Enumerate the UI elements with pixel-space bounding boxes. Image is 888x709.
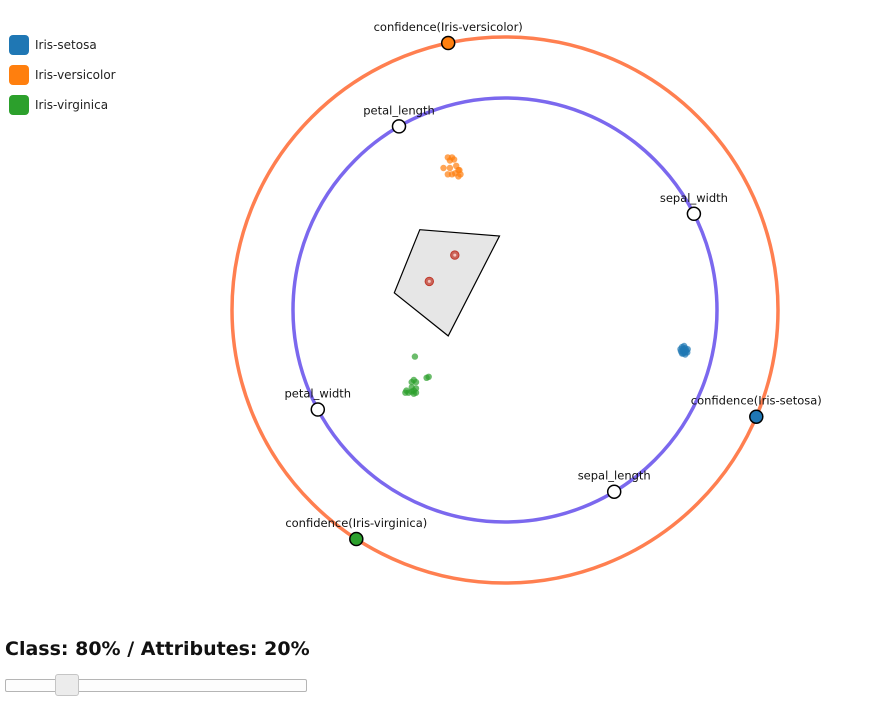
attributes-anchor-petal-length[interactable] (391, 119, 407, 134)
legend-item-iris-versicolor[interactable]: Iris-versicolor (9, 60, 116, 90)
data-point-iris-virginica (412, 389, 420, 396)
selected-point-center (427, 279, 431, 283)
legend-item-iris-virginica[interactable]: Iris-virginica (9, 90, 116, 120)
attribute-anchor-ring (291, 96, 719, 524)
attributes-anchor-sepal-width[interactable] (686, 206, 702, 222)
legend-label: Iris-setosa (35, 38, 97, 52)
legend-swatch-iris-setosa (9, 35, 29, 55)
weight-slider-handle[interactable] (54, 674, 79, 696)
selection-polygon[interactable] (393, 229, 501, 337)
anchor-points[interactable]: petal_length sepal_width petal_width sepal_… (285, 20, 822, 547)
data-points (402, 154, 691, 397)
weight-slider-track[interactable] (5, 679, 307, 692)
data-point-iris-virginica (405, 389, 412, 396)
attributes-anchor-petal-width[interactable] (310, 402, 326, 417)
data-point-iris-virginica (423, 374, 430, 381)
class-anchor-label: confidence(Iris-virginica) (285, 516, 427, 530)
selected-points (424, 250, 460, 287)
legend: Iris-setosa Iris-versicolor Iris-virgini… (9, 30, 116, 120)
selected-point-center (453, 253, 457, 257)
legend-label: Iris-versicolor (35, 68, 116, 82)
attributes-anchor-label: sepal_width (660, 191, 728, 205)
class-anchor-confidence-iris-setosa[interactable] (749, 409, 764, 424)
weight-ratio-label: Class: 80% / Attributes: 20% (5, 638, 310, 660)
data-point-iris-virginica (411, 353, 419, 360)
class-anchor-ring (230, 35, 780, 585)
legend-item-iris-setosa[interactable]: Iris-setosa (9, 30, 116, 60)
data-point-iris-versicolor (440, 164, 447, 172)
data-point-iris-versicolor (452, 170, 459, 177)
attributes-anchor-label: sepal_length (578, 469, 651, 483)
class-anchor-confidence-iris-versicolor[interactable] (440, 35, 456, 51)
legend-label: Iris-virginica (35, 98, 109, 112)
class-anchor-label: confidence(Iris-versicolor) (374, 20, 523, 34)
legend-swatch-iris-versicolor (9, 65, 29, 85)
data-point-iris-setosa (680, 345, 687, 353)
legend-swatch-iris-virginica (9, 95, 29, 115)
class-anchor-confidence-iris-virginica[interactable] (349, 531, 364, 547)
class-anchor-label: confidence(Iris-setosa) (691, 394, 822, 408)
data-point-iris-versicolor (450, 156, 458, 163)
attributes-anchor-sepal-length[interactable] (606, 484, 622, 499)
data-point-iris-virginica (412, 378, 420, 386)
attributes-anchor-label: petal_length (363, 103, 435, 117)
data-point-iris-versicolor (446, 164, 454, 172)
attributes-anchor-label: petal_width (285, 387, 352, 401)
